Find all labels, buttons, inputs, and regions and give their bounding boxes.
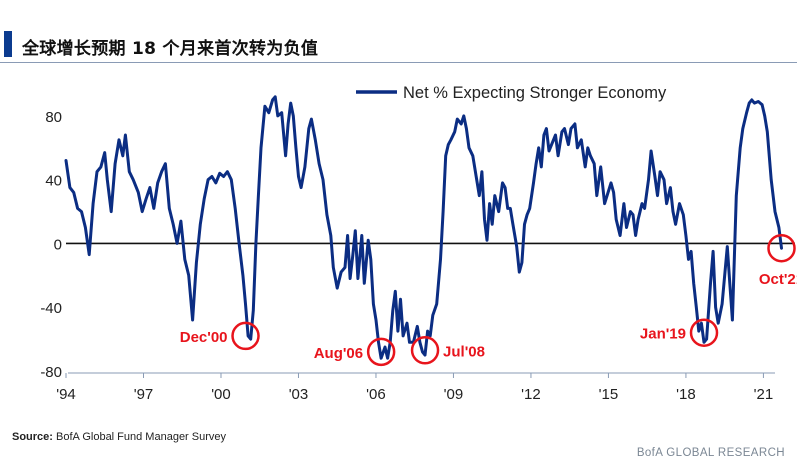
highlight-label: Jul'08 — [443, 343, 485, 360]
title-accent-bar — [4, 31, 12, 57]
source-label: Source: — [12, 431, 53, 443]
y-tick-label: 40 — [45, 173, 62, 190]
source-text: BofA Global Fund Manager Survey — [56, 431, 227, 443]
highlight-circle — [366, 337, 396, 367]
highlight-layer: Dec'00 Aug'06 Jul'08 Jan'19 Oct'21 — [180, 233, 797, 367]
series-layer — [64, 95, 783, 360]
highlight-label: Aug'06 — [314, 345, 363, 362]
y-tick-label: 0 — [54, 236, 62, 253]
y-tick-label: -80 — [40, 364, 62, 381]
x-tick-label: '94 — [56, 386, 76, 403]
chart-title: 全球增长预期 18 个月来首次转为负值 — [22, 39, 319, 59]
x-tick-label: '97 — [134, 386, 154, 403]
title-bar: 全球增长预期 18 个月来首次转为负值 — [0, 0, 797, 63]
highlight-label: Jan'19 — [640, 326, 686, 343]
highlight-circle — [767, 233, 796, 263]
source-note: Source: BofA Global Fund Manager Survey — [12, 431, 226, 443]
y-axis: 80 40 0 -40 -80 — [40, 109, 795, 381]
x-tick-label: '06 — [366, 386, 386, 403]
y-tick-label: 80 — [45, 109, 62, 126]
highlight-circle — [231, 321, 260, 351]
x-tick-label: '18 — [676, 386, 696, 403]
x-tick-label: '09 — [444, 386, 464, 403]
legend-label: Net % Expecting Stronger Economy — [403, 84, 667, 102]
brand-label: BofA GLOBAL RESEARCH — [636, 447, 785, 459]
x-tick-label: '12 — [521, 386, 541, 403]
x-tick-label: '21 — [754, 386, 774, 403]
highlight-circle — [689, 318, 719, 347]
legend: Net % Expecting Stronger Economy — [356, 84, 667, 102]
x-axis: '94 '97 '00 '03 '06 '09 '12 '15 '18 '21 — [56, 372, 775, 403]
highlight-circle — [410, 336, 440, 365]
y-tick-label: -40 — [40, 300, 62, 317]
highlight-label: Oct'21 — [759, 271, 797, 288]
x-tick-label: '03 — [289, 386, 309, 403]
highlight-label: Dec'00 — [180, 329, 228, 346]
x-tick-label: '15 — [599, 386, 619, 403]
x-tick-label: '00 — [211, 386, 231, 403]
series-line — [64, 95, 783, 360]
